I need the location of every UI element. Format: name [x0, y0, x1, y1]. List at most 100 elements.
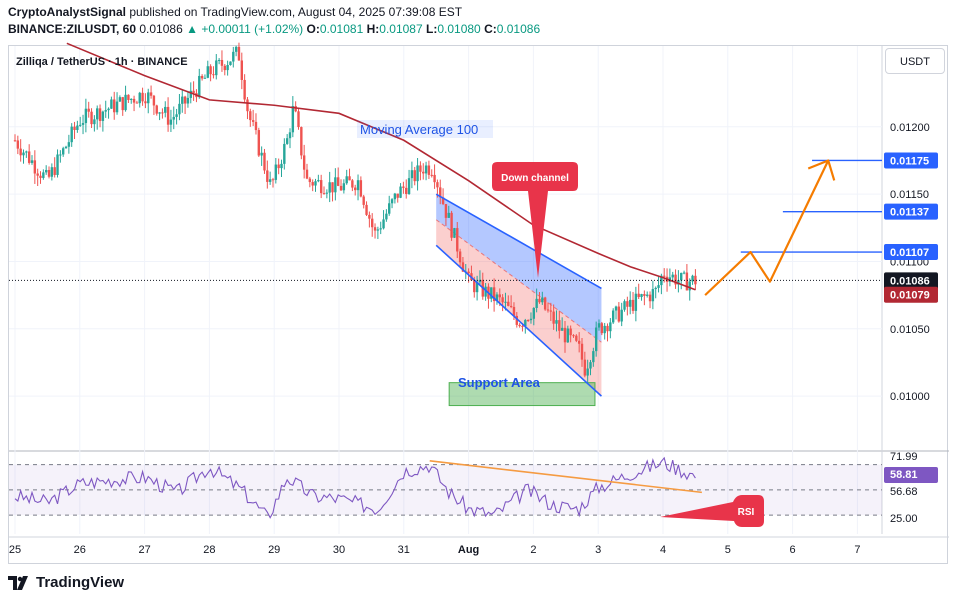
chart-frame[interactable]: [8, 45, 948, 564]
candle-body: [436, 182, 439, 188]
candle-body: [677, 280, 680, 285]
channel-lower-line: [435, 244, 602, 397]
candle-body: [96, 108, 99, 120]
candle-body: [356, 180, 360, 191]
open-label: O:: [306, 22, 320, 36]
candle-body: [371, 218, 374, 228]
price-change: +0.00011 (+1.02%): [201, 22, 304, 36]
candle-body: [475, 282, 479, 293]
candle-body: [104, 110, 107, 112]
currency-button[interactable]: USDT: [885, 48, 945, 74]
publish-info: CryptoAnalystSignal published on Trading…: [8, 5, 462, 19]
candle-body: [456, 228, 459, 252]
candle-body: [600, 323, 604, 334]
candle-body: [430, 174, 433, 176]
candle-body: [515, 315, 518, 325]
candle-body: [504, 301, 507, 303]
candle-body: [524, 320, 527, 327]
candle-body: [328, 182, 331, 193]
price-tick-label: 0.01200: [890, 122, 930, 134]
candle-body: [558, 320, 561, 331]
price-level-badge: [884, 203, 938, 220]
candle-body: [685, 272, 689, 291]
candle-body: [682, 272, 686, 274]
candles: [13, 42, 697, 383]
candle-body: [541, 297, 544, 303]
candle-body: [518, 324, 521, 327]
candle-body: [461, 262, 465, 272]
candle-body: [501, 297, 504, 303]
candle-body: [192, 90, 195, 94]
candle-body: [365, 204, 368, 215]
candle-body: [416, 165, 419, 182]
candle-body: [606, 325, 609, 332]
time-tick-label: 28: [203, 544, 215, 556]
candle-body: [67, 142, 71, 147]
time-tick-label: 27: [138, 544, 150, 556]
candle-body: [254, 121, 258, 131]
candle-body: [405, 187, 408, 194]
candle-body: [50, 167, 54, 177]
candle-body: [594, 327, 598, 352]
candle-body: [648, 294, 652, 302]
candle-body: [155, 105, 158, 114]
candle-body: [98, 108, 102, 121]
author-name[interactable]: CryptoAnalystSignal: [8, 5, 127, 19]
candle-body: [56, 154, 59, 175]
candle-body: [535, 298, 538, 308]
candle-body: [36, 173, 39, 176]
candle-body: [399, 186, 402, 198]
candle-body: [407, 178, 411, 194]
candle-body: [141, 92, 144, 102]
candle-body: [623, 301, 626, 310]
candle-body: [317, 180, 320, 182]
candle-body: [127, 94, 130, 100]
candle-body: [229, 61, 232, 66]
candle-body: [617, 306, 621, 322]
candle-body: [220, 59, 224, 66]
candle-body: [546, 309, 550, 311]
candle-body: [484, 286, 487, 297]
time-tick-label: 26: [74, 544, 86, 556]
candle-body: [144, 101, 147, 104]
candle-body: [473, 280, 476, 293]
candle-body: [631, 299, 635, 311]
projection-path: [704, 159, 830, 296]
pair-title: Zilliqa / TetherUS · 1h · BINANCE: [16, 56, 188, 68]
rsi-callout-label: RSI: [738, 507, 755, 518]
candle-body: [39, 175, 42, 178]
candle-body: [87, 108, 90, 112]
price-level-value: 0.01107: [890, 247, 929, 259]
time-tick-label: 6: [790, 544, 796, 556]
candle-body: [183, 96, 187, 104]
tradingview-logo[interactable]: TradingView: [8, 574, 124, 591]
candle-body: [271, 179, 275, 181]
down-channel-label: Down channel: [501, 173, 569, 184]
price-tick-label: 0.01150: [890, 189, 929, 201]
current-price-value: 0.01086: [890, 275, 930, 287]
candle-body: [691, 275, 694, 282]
candle-body: [447, 212, 450, 218]
candle-body: [651, 289, 655, 302]
candle-body: [84, 108, 88, 124]
ma100-line: [66, 42, 696, 291]
candle-body: [81, 123, 85, 125]
rsi-tick-label: 58.81: [890, 469, 918, 481]
rsi-trendline: [429, 460, 702, 494]
candle-body: [186, 97, 190, 104]
candle-body: [419, 165, 422, 172]
candle-body: [640, 294, 643, 298]
candle-body: [189, 90, 192, 98]
candle-body: [149, 92, 153, 96]
candle-body: [611, 310, 615, 323]
candle-body: [342, 183, 346, 191]
candle-body: [70, 126, 73, 143]
candle-body: [331, 182, 334, 193]
candle-body: [135, 102, 139, 104]
candle-body: [444, 204, 448, 218]
candle-body: [390, 199, 394, 204]
grid-lines: [9, 46, 949, 538]
time-tick-label: 3: [595, 544, 601, 556]
candle-body: [249, 111, 252, 121]
